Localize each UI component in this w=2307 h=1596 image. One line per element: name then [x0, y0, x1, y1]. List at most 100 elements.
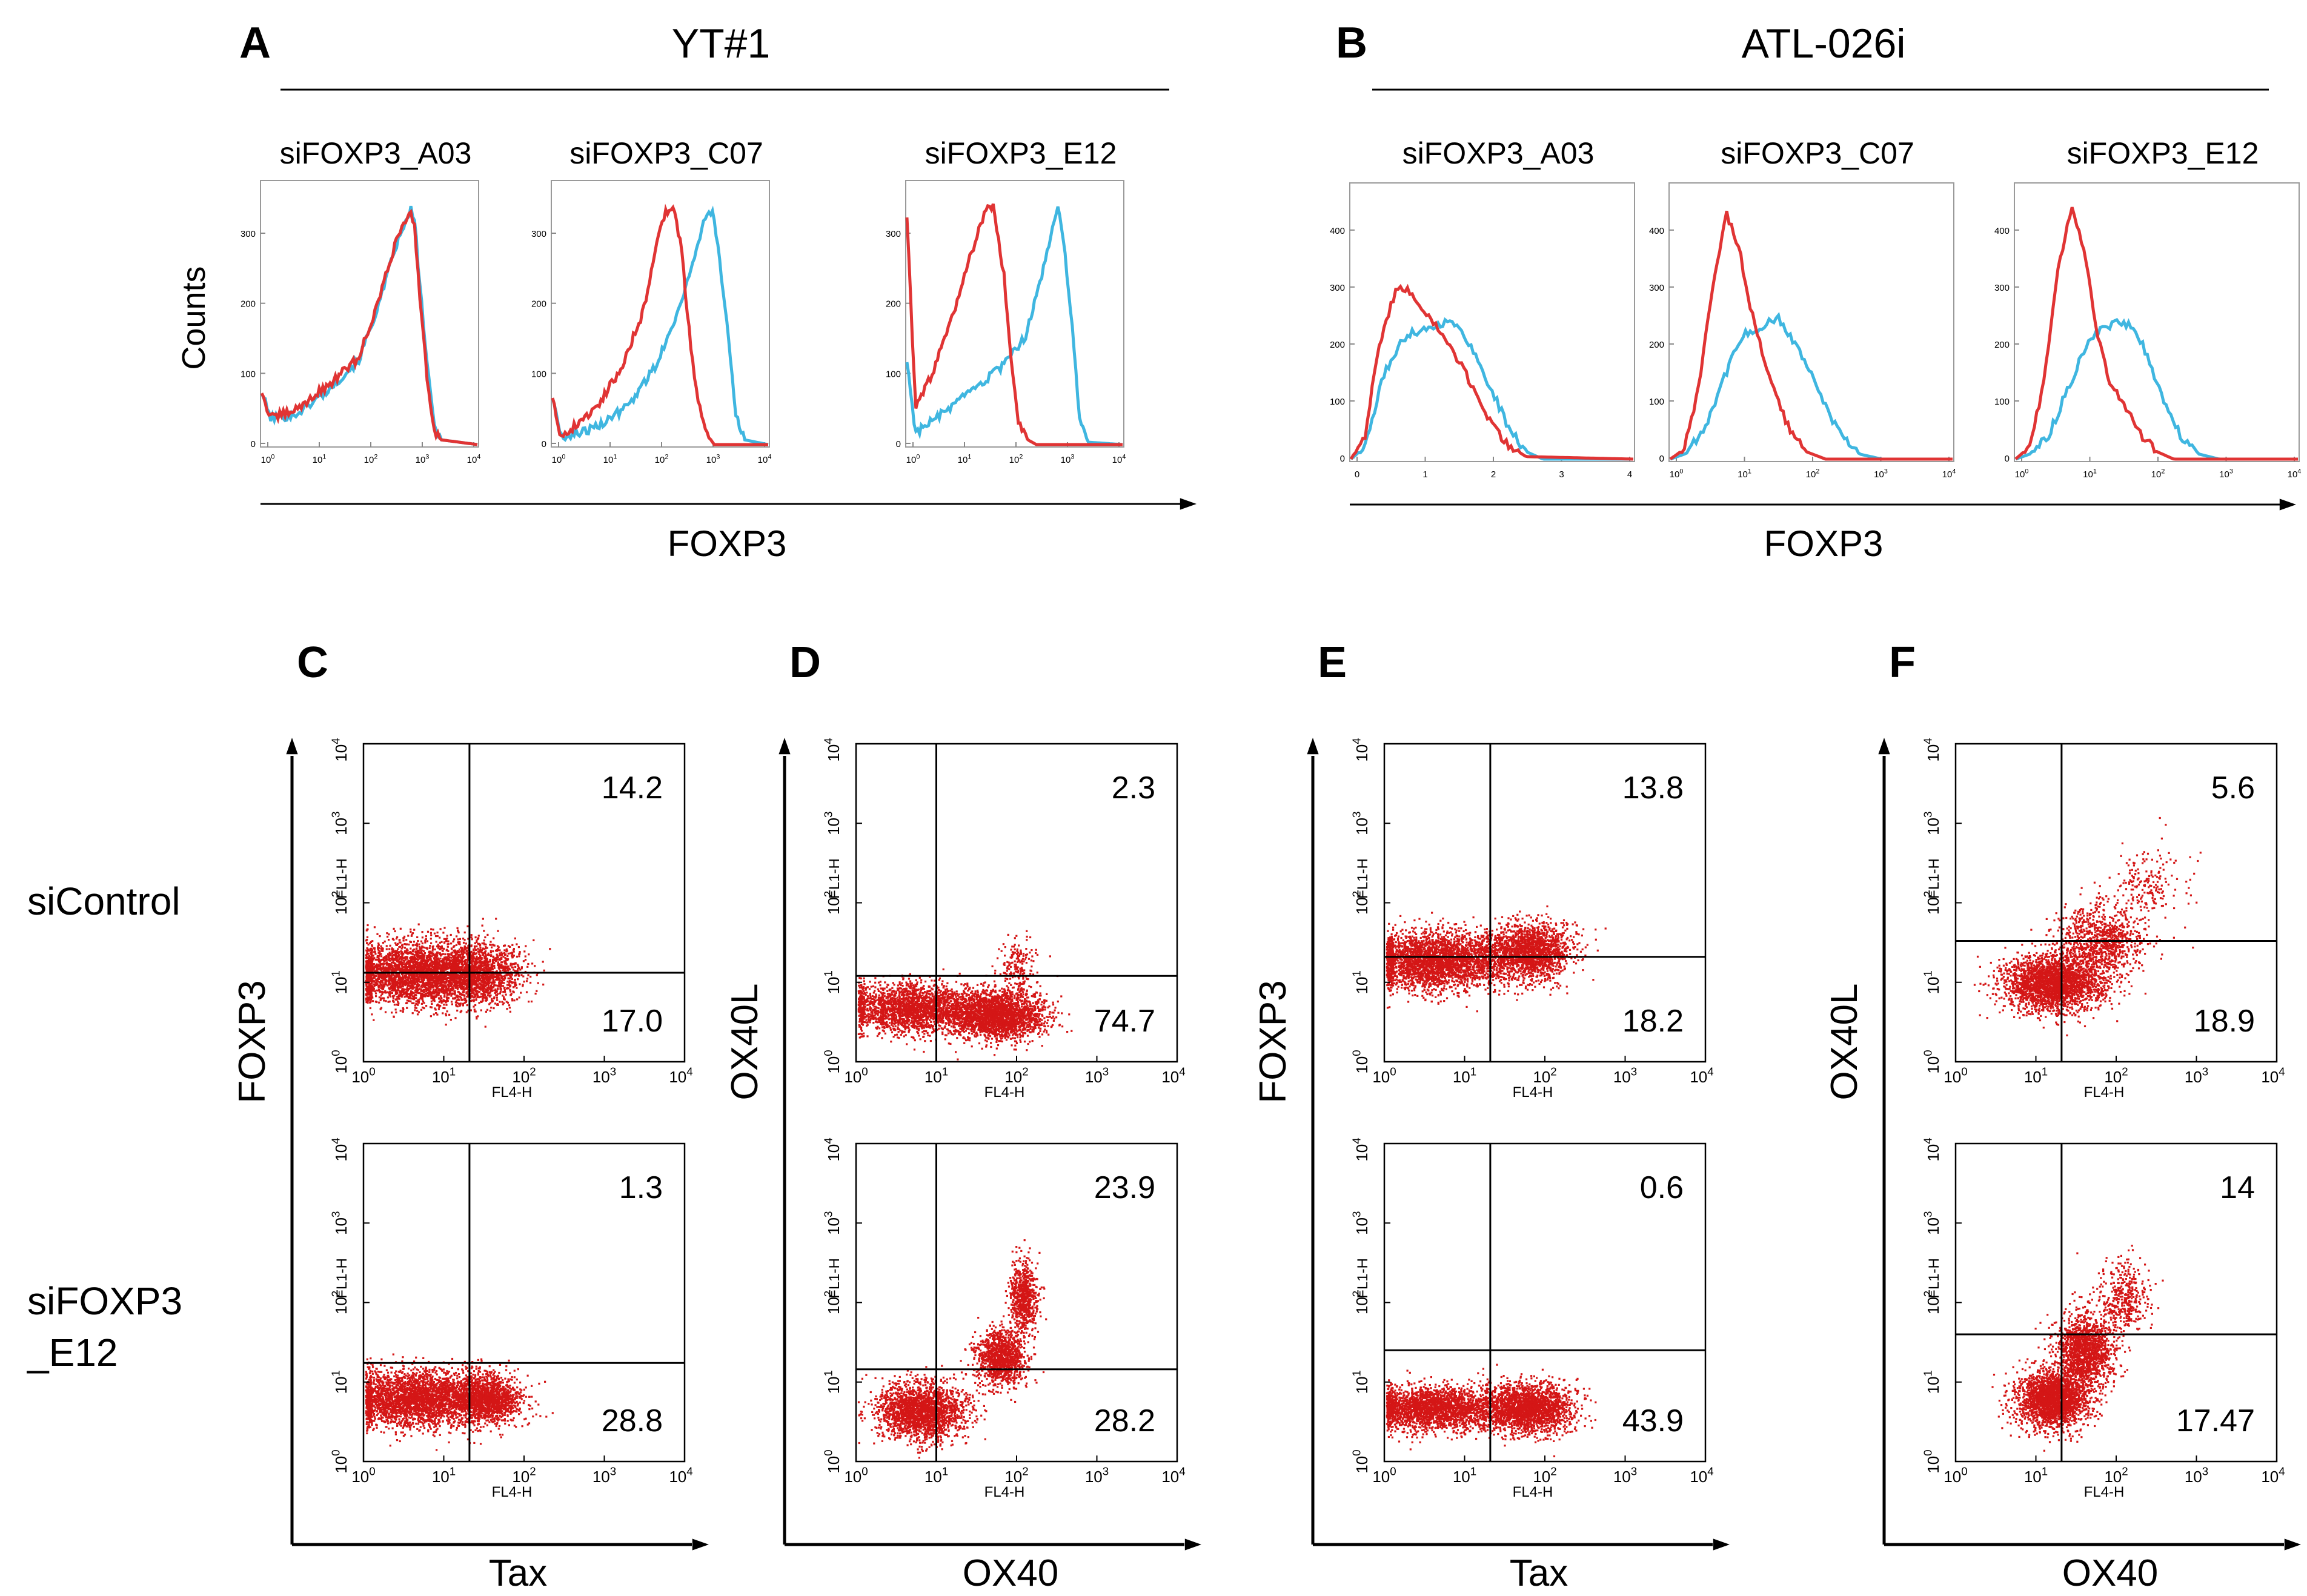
- x-tick-label: 101: [603, 453, 617, 465]
- y-tick-label: 100: [1921, 1050, 1942, 1073]
- y-tick-label: 100: [1921, 1449, 1942, 1473]
- y-tick-label: 101: [1921, 970, 1942, 994]
- y-tick-label: 103: [329, 1211, 350, 1235]
- y-tick-label: 400: [1994, 226, 2010, 236]
- quadrant-lower-right-percent: 43.9: [1622, 1403, 1684, 1439]
- x-tick-label: 102: [1533, 1465, 1556, 1486]
- y-tick-label: 300: [886, 229, 901, 239]
- x-tick-label: 100: [1944, 1465, 1967, 1486]
- y-tick-label: 0: [1659, 454, 1664, 464]
- y-detector-label: FL1-H: [826, 1258, 843, 1299]
- x-tick-label: 101: [313, 453, 327, 465]
- x-tick-label: 101: [924, 1065, 948, 1086]
- y-tick-label: 104: [329, 738, 350, 761]
- row-label: siControl: [27, 879, 181, 923]
- y-tick-label: 100: [886, 369, 901, 379]
- x-tick-label: 102: [512, 1465, 536, 1486]
- x-tick-label: 1: [1422, 469, 1427, 480]
- x-tick-label: 104: [1690, 1065, 1713, 1086]
- y-tick-label: 200: [531, 299, 546, 310]
- x-tick-label: 103: [2185, 1465, 2208, 1486]
- y-tick-label: 200: [886, 299, 901, 310]
- x-detector-label: FL4-H: [2084, 1084, 2125, 1101]
- x-tick-label: 4: [1627, 469, 1632, 480]
- quadrant-lower-right-percent: 28.2: [1094, 1403, 1155, 1439]
- x-axis-label: Tax: [489, 1552, 547, 1594]
- x-tick-label: 102: [1533, 1065, 1556, 1086]
- y-tick-label: 100: [1994, 397, 2010, 407]
- x-tick-label: 104: [669, 1465, 692, 1486]
- x-axis-arrowhead: [2285, 1538, 2301, 1550]
- y-axis-arrowhead: [1307, 738, 1318, 754]
- quadrant-upper-right-percent: 14.2: [602, 770, 663, 806]
- row-label: _E12: [27, 1331, 118, 1374]
- x-tick-label: 103: [1061, 453, 1075, 465]
- x-tick-label: 102: [655, 453, 669, 465]
- x-detector-label: FL4-H: [492, 1084, 533, 1101]
- y-tick-label: 103: [822, 812, 843, 835]
- control-curve: [907, 207, 1123, 445]
- y-tick-label: 104: [329, 1137, 350, 1161]
- dot-cloud: [858, 1239, 1047, 1459]
- y-axis-label: OX40L: [724, 983, 766, 1100]
- x-axis-label: FOXP3: [1764, 523, 1884, 564]
- y-tick-label: 104: [822, 738, 843, 761]
- x-tick-label: 101: [2024, 1065, 2048, 1086]
- panel-letter-a: A: [239, 19, 271, 67]
- y-tick-label: 300: [1994, 283, 2010, 293]
- x-tick-label: 102: [512, 1065, 536, 1086]
- y-tick-label: 101: [329, 970, 350, 994]
- y-axis-label: FOXP3: [1252, 980, 1294, 1103]
- x-detector-label: FL4-H: [984, 1484, 1025, 1500]
- x-tick-label: 103: [2185, 1065, 2208, 1086]
- dot-cloud: [858, 930, 1073, 1061]
- x-tick-label: 103: [1613, 1065, 1637, 1086]
- quadrant-upper-right-percent: 14: [2220, 1170, 2255, 1205]
- group-title: YT#1: [672, 21, 771, 67]
- panel-letter-b: B: [1336, 19, 1367, 67]
- x-tick-label: 100: [351, 1065, 375, 1086]
- quadrant-upper-right-percent: 23.9: [1094, 1170, 1155, 1205]
- y-tick-label: 104: [822, 1137, 843, 1161]
- x-tick-label: 103: [593, 1465, 616, 1486]
- y-tick-label: 200: [1330, 340, 1345, 350]
- y-tick-label: 100: [1649, 397, 1664, 407]
- group-title: ATL-026i: [1742, 21, 1906, 67]
- subplot-title: siFOXP3_A03: [1402, 136, 1595, 170]
- x-tick-label: 101: [1453, 1465, 1476, 1486]
- x-axis-label: OX40: [963, 1552, 1059, 1594]
- x-tick-label: 100: [261, 453, 275, 465]
- quadrant-lower-right-percent: 28.8: [602, 1403, 663, 1439]
- y-tick-label: 101: [1921, 1370, 1942, 1394]
- panel-letter-e: E: [1318, 638, 1347, 687]
- y-tick-label: 300: [531, 229, 546, 239]
- quadrant-upper-right-percent: 1.3: [619, 1170, 663, 1205]
- y-axis-label: FOXP3: [231, 980, 273, 1103]
- x-tick-label: 100: [1372, 1465, 1396, 1486]
- subplot-title: siFOXP3_C07: [569, 136, 763, 170]
- quadrant-lower-right-percent: 17.47: [2176, 1403, 2255, 1439]
- y-tick-label: 104: [1921, 738, 1942, 761]
- x-axis-arrowhead: [2280, 498, 2296, 510]
- y-tick-label: 100: [241, 369, 256, 379]
- y-tick-label: 300: [1649, 283, 1664, 293]
- subplot-title: siFOXP3_C07: [1721, 136, 1914, 170]
- x-tick-label: 100: [844, 1065, 868, 1086]
- x-tick-label: 101: [1738, 468, 1751, 480]
- y-tick-label: 101: [822, 970, 843, 994]
- subplot-title: siFOXP3_A03: [280, 136, 472, 170]
- subplot-title: siFOXP3_E12: [2067, 136, 2259, 170]
- knockdown-curve: [1670, 211, 1953, 459]
- y-tick-label: 104: [1350, 738, 1371, 761]
- x-tick-label: 104: [2288, 468, 2302, 480]
- dot-cloud: [1386, 906, 1607, 1012]
